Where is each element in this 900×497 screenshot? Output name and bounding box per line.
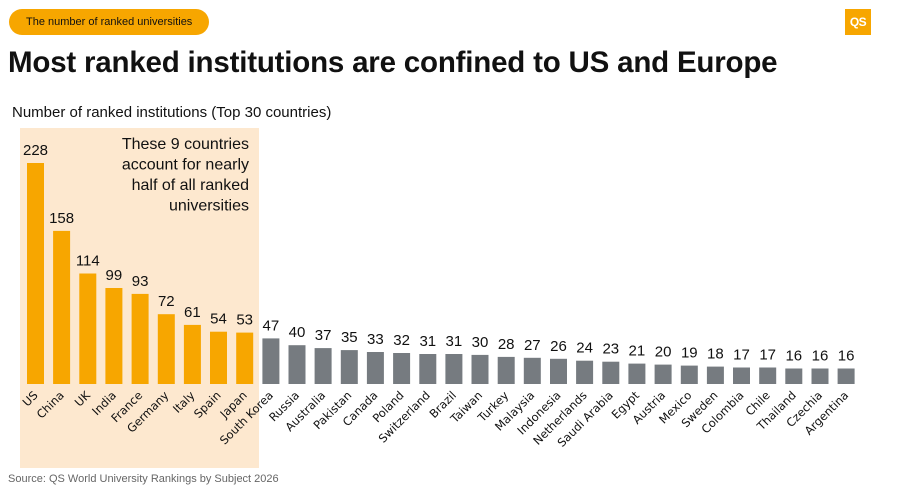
value-label: 40 [289,324,306,341]
bar-us [27,163,44,384]
value-label: 28 [498,336,515,353]
value-label: 54 [210,311,227,328]
value-label: 228 [23,142,48,159]
value-label: 16 [812,348,829,365]
annotation-line: half of all ranked [132,177,249,194]
value-label: 24 [576,340,593,357]
bar-saudi-arabia [602,361,620,384]
value-label: 18 [707,346,724,363]
qs-logo: QS [845,9,871,35]
value-label: 17 [733,347,750,364]
chart-title: Most ranked institutions are confined to… [8,46,778,79]
annotation-line: account for nearly [122,157,249,174]
value-label: 16 [838,348,855,365]
chart-subtitle: Number of ranked institutions (Top 30 co… [12,104,332,121]
annotation: These 9 countries account for nearly half … [122,136,249,215]
value-label: 30 [472,334,489,351]
source-note: Source: QS World University Rankings by … [8,473,279,485]
bars-group [27,163,855,384]
bar-egypt [628,363,646,384]
value-label: 23 [602,341,619,358]
bar-malaysia [523,357,541,384]
bar-spain [210,331,227,384]
bar-mexico [680,365,698,384]
bar-brazil [445,354,463,384]
bar-australia [314,348,332,384]
value-label: 27 [524,337,541,354]
annotation-line: These 9 countries [122,136,249,153]
bar-netherlands [576,360,594,384]
bar-austria [654,364,672,384]
value-labels-group: 228 158 114 99 93 72 61 54 53 47 40 37 35 33 32 31 31 30 2… [23,142,854,365]
bar-turkey [497,356,515,384]
bar-czechia [811,368,829,384]
value-label: 72 [158,293,175,310]
bar-italy [183,324,201,384]
bar-pakistan [340,350,358,384]
bar-uk [79,273,97,384]
value-label: 33 [367,331,384,348]
value-label: 20 [655,344,672,361]
value-label: 93 [132,273,149,290]
bar-thailand [785,368,803,384]
bar-russia [288,345,306,384]
value-label: 53 [236,312,253,329]
value-label: 158 [49,210,74,227]
bar-germany [157,314,175,384]
value-label: 31 [419,333,436,350]
bar-taiwan [471,354,489,384]
section-tag: The number of ranked universities [9,9,210,35]
value-label: 21 [629,343,646,360]
value-label: 114 [76,253,100,270]
bar-chile [759,367,777,384]
value-label: 32 [393,332,410,349]
bar-india [105,288,123,384]
value-label: 26 [550,338,567,355]
value-label: 99 [106,267,123,284]
value-label: 31 [446,333,463,350]
value-label: 17 [759,347,776,364]
bar-japan [236,332,254,384]
bar-argentina [837,368,855,384]
value-label: 61 [184,304,201,321]
bar-sweden [706,366,724,384]
annotation-line: universities [169,198,249,215]
value-label: 16 [785,348,802,365]
bar-switzerland [419,354,437,384]
bar-indonesia [550,358,567,384]
bar-colombia [733,367,750,384]
value-label: 35 [341,329,358,346]
value-label: 47 [263,317,280,334]
bar-china [53,230,71,384]
bar-south-korea [262,338,280,384]
bar-poland [393,353,411,384]
value-label: 19 [681,345,698,362]
bar-france [131,293,149,384]
value-label: 37 [315,327,332,344]
bar-canada [366,352,384,384]
